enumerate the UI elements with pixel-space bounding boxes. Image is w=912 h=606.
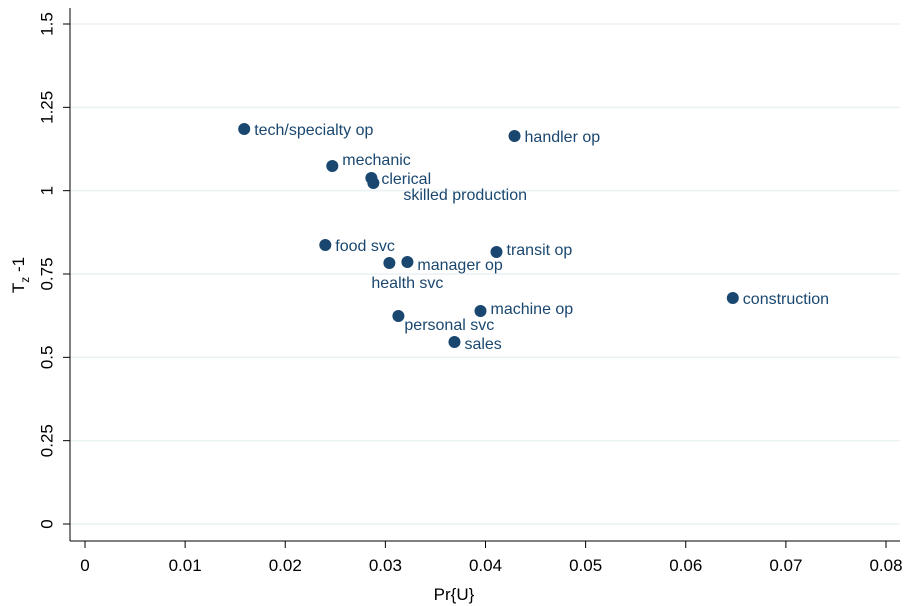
x-tick-label: 0.06 (669, 556, 702, 575)
point (367, 177, 380, 189)
point-label: tech/specialty op (254, 122, 373, 139)
point-label: food svc (335, 238, 395, 255)
y-tick-label: 0 (37, 519, 56, 528)
point-label: sales (464, 336, 501, 353)
y-tick-label: 1.25 (37, 91, 56, 124)
x-tick-label: 0.03 (369, 556, 402, 575)
point (508, 130, 521, 142)
point-label: manager op (417, 257, 502, 274)
x-tick-label: 0.08 (869, 556, 902, 575)
point (401, 256, 414, 268)
point (474, 305, 487, 317)
y-axis-label-rest: -1 (9, 257, 28, 277)
point-label: handler op (525, 129, 601, 146)
x-tick-label: 0 (80, 556, 89, 575)
point-label: mechanic (342, 152, 410, 169)
point (319, 239, 332, 251)
point-label: personal svc (404, 317, 494, 334)
point (383, 257, 396, 269)
point-label: construction (743, 291, 829, 308)
point (490, 246, 503, 258)
point (238, 123, 251, 135)
point-label: clerical (381, 171, 431, 188)
x-tick-label: 0.05 (569, 556, 602, 575)
y-tick-label: 0.25 (37, 424, 56, 457)
point (392, 310, 405, 322)
point-label: transit op (507, 242, 573, 259)
x-tick-label: 0.07 (769, 556, 802, 575)
point-label: machine op (490, 301, 573, 318)
x-tick-label: 0.01 (169, 556, 202, 575)
point-label: health svc (371, 275, 443, 292)
point-label: skilled production (403, 187, 527, 204)
y-axis-label-sub: z (18, 277, 32, 283)
x-tick-label: 0.04 (469, 556, 502, 575)
point (326, 160, 339, 172)
point (726, 292, 739, 304)
y-tick-label: 1.5 (37, 12, 56, 36)
y-tick-label: 1 (37, 186, 56, 195)
y-tick-label: 0.75 (37, 257, 56, 290)
x-axis-label: Pr{U} (434, 585, 475, 604)
y-tick-label: 0.5 (37, 346, 56, 370)
point (448, 336, 461, 348)
y-axis-label: Tz -1 (9, 257, 32, 293)
y-axis-label-main: T (9, 283, 28, 293)
x-tick-label: 0.02 (269, 556, 302, 575)
